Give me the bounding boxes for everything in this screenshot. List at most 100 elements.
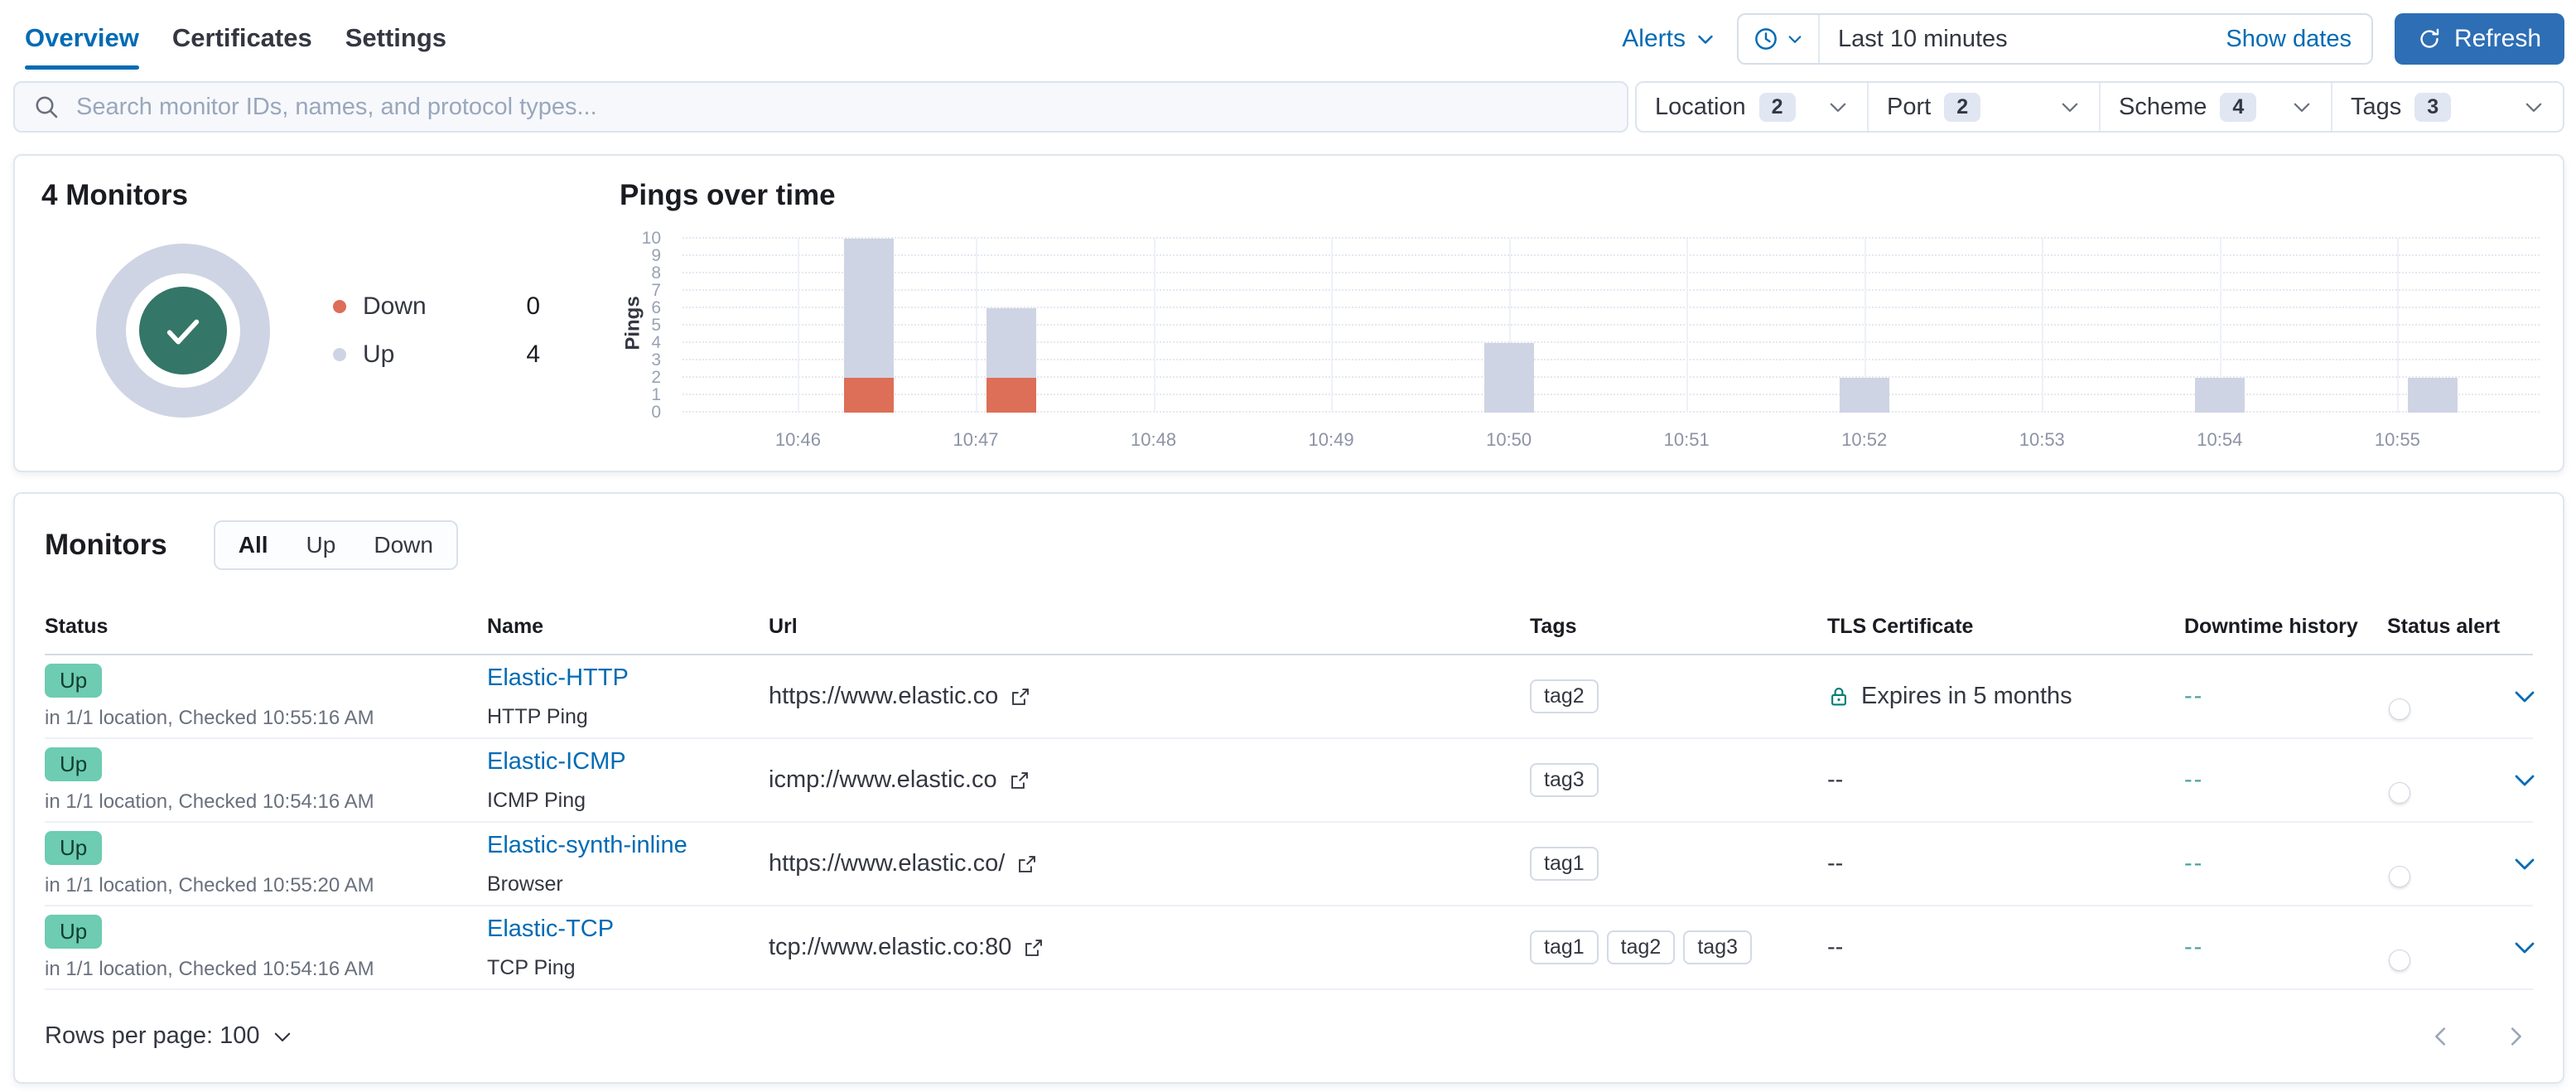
x-gridline xyxy=(2219,239,2221,413)
pings-plot: 10:46 10:47 10:48 10:49 10:50 10:51 10:52 10:53… xyxy=(683,237,2540,450)
filter-count-badge: 2 xyxy=(1758,92,1796,122)
monitor-url-link[interactable]: icmp://www.elastic.co xyxy=(769,766,997,794)
y-axis-tick-label: 4 xyxy=(651,333,661,352)
filter-port[interactable]: Port 2 xyxy=(1867,83,2099,131)
tls-expiry: Expires in 5 months xyxy=(1861,683,2072,709)
previous-page-button[interactable] xyxy=(2429,1024,2453,1049)
status-detail: in 1/1 location, Checked 10:54:16 AM xyxy=(45,790,374,813)
x-gridline xyxy=(1153,239,1155,413)
y-gridline xyxy=(683,341,2540,343)
pings-bar-up-segment[interactable] xyxy=(2194,378,2245,413)
x-gridline xyxy=(2397,239,2400,413)
y-gridline xyxy=(683,237,2540,239)
monitor-url-link[interactable]: tcp://www.elastic.co:80 xyxy=(769,934,1012,961)
next-page-button[interactable] xyxy=(2503,1024,2528,1049)
chevron-down-icon xyxy=(1827,96,1849,118)
pings-bar-up-segment[interactable] xyxy=(1483,343,1534,413)
rows-per-page-button[interactable]: Rows per page: 100 xyxy=(45,1022,293,1050)
refresh-icon xyxy=(2418,27,2441,51)
x-gridline xyxy=(2042,239,2044,413)
y-gridline xyxy=(683,394,2540,395)
refresh-label: Refresh xyxy=(2453,25,2541,52)
legend-label: Down xyxy=(363,292,427,320)
monitor-name-link[interactable]: Elastic-TCP xyxy=(487,915,615,942)
pings-bar-up-segment[interactable] xyxy=(2408,378,2458,413)
chevron-down-icon xyxy=(2291,96,2313,118)
expand-row-button[interactable] xyxy=(2511,851,2538,877)
filter-label: Port xyxy=(1887,93,1932,120)
monitors-panel: Monitors All Up Down Status Name Url Tag… xyxy=(13,492,2564,1084)
top-controls: Alerts Last 10 minutes Show dates Refres… xyxy=(1622,13,2564,65)
time-range-value[interactable]: Last 10 minutes xyxy=(1837,25,2008,52)
legend-value: 4 xyxy=(526,341,540,368)
snapshot-section: 4 Monitors Down 0 xyxy=(41,179,620,456)
chevron-down-icon xyxy=(1696,29,1715,49)
monitor-url-link[interactable]: https://www.elastic.co/ xyxy=(769,850,1006,877)
pings-bar-down-segment[interactable] xyxy=(844,378,895,413)
monitor-url-link[interactable]: https://www.elastic.co xyxy=(769,683,999,709)
search-input[interactable] xyxy=(75,92,1609,122)
downtime-history: -- xyxy=(2184,934,2204,961)
status-detail: in 1/1 location, Checked 10:55:16 AM xyxy=(45,706,374,729)
alerts-dropdown[interactable]: Alerts xyxy=(1622,25,1715,53)
snapshot-title: 4 Monitors xyxy=(41,179,188,211)
x-gridline xyxy=(1331,239,1334,413)
pings-bar-up-segment[interactable] xyxy=(986,308,1036,378)
expand-row-button[interactable] xyxy=(2511,767,2538,794)
filter-count-badge: 4 xyxy=(2220,92,2257,122)
tag-badge[interactable]: tag1 xyxy=(1530,847,1599,882)
tag-badge[interactable]: tag3 xyxy=(1683,930,1753,965)
pings-yticks: 0 1 2 3 4 5 6 7 8 9 10 xyxy=(620,229,668,422)
chevron-down-icon xyxy=(1787,31,1803,47)
refresh-button[interactable]: Refresh xyxy=(2394,13,2564,65)
monitor-name-link[interactable]: Elastic-HTTP xyxy=(487,664,629,691)
column-header-name: Name xyxy=(487,615,544,638)
tls-expiry: -- xyxy=(1827,850,1844,877)
status-filter-group: All Up Down xyxy=(213,520,458,570)
monitor-name-link[interactable]: Elastic-ICMP xyxy=(487,747,626,775)
x-axis-tick-label: 10:47 xyxy=(953,429,999,450)
pings-bar-up-segment[interactable] xyxy=(844,239,895,378)
external-link-icon xyxy=(1023,937,1044,959)
y-axis-tick-label: 9 xyxy=(651,246,661,265)
column-header-downtime: Downtime history xyxy=(2184,615,2358,638)
lock-icon xyxy=(1827,685,1850,708)
snapshot-legend: Down 0 Up 4 xyxy=(333,292,540,369)
status-badge: Up xyxy=(45,830,103,865)
filter-tags[interactable]: Tags 3 xyxy=(2331,83,2563,131)
status-filter-down[interactable]: Down xyxy=(374,532,433,558)
filter-scheme[interactable]: Scheme 4 xyxy=(2099,83,2331,131)
x-gridline xyxy=(798,239,800,413)
pings-chart: Pings 0 1 2 3 4 5 6 7 8 9 10 10:46 10:47 10:48 10:49 1… xyxy=(620,229,2548,456)
status-filter-up[interactable]: Up xyxy=(306,532,336,558)
y-gridline xyxy=(683,376,2540,378)
search-filter-row: Location 2 Port 2 Scheme 4 Tags 3 xyxy=(0,70,2576,133)
monitor-name-link[interactable]: Elastic-synth-inline xyxy=(487,831,687,858)
tag-badge[interactable]: tag1 xyxy=(1530,930,1599,965)
tag-badge[interactable]: tag2 xyxy=(1530,679,1599,713)
column-header-status-alert: Status alert xyxy=(2387,615,2501,638)
x-axis-tick-label: 10:49 xyxy=(1308,429,1354,450)
tab-overview[interactable]: Overview xyxy=(25,23,139,70)
table-row: Up in 1/1 location, Checked 10:55:20 AM … xyxy=(45,823,2535,907)
chevron-down-icon xyxy=(2059,96,2081,118)
y-gridline xyxy=(683,254,2540,256)
show-dates-button[interactable]: Show dates xyxy=(2226,25,2352,52)
tag-badge[interactable]: tag3 xyxy=(1530,763,1599,798)
tls-expiry: -- xyxy=(1827,766,1844,794)
chevron-down-icon xyxy=(2523,96,2545,118)
external-link-icon xyxy=(1016,853,1038,875)
filter-location[interactable]: Location 2 xyxy=(1637,83,1867,131)
tab-certificates[interactable]: Certificates xyxy=(171,23,312,52)
status-filter-all[interactable]: All xyxy=(238,532,268,558)
expand-row-button[interactable] xyxy=(2511,935,2538,961)
pings-bar-down-segment[interactable] xyxy=(986,378,1036,413)
rows-per-page-label: Rows per page: 100 xyxy=(45,1022,260,1050)
expand-row-button[interactable] xyxy=(2511,684,2538,710)
pings-bar-up-segment[interactable] xyxy=(1839,378,1889,413)
tag-badge[interactable]: tag2 xyxy=(1606,930,1676,965)
x-axis-tick-label: 10:50 xyxy=(1486,429,1532,450)
quick-select-menu-button[interactable] xyxy=(1739,15,1820,63)
tab-settings[interactable]: Settings xyxy=(345,23,447,52)
monitor-type: Browser xyxy=(487,872,563,896)
